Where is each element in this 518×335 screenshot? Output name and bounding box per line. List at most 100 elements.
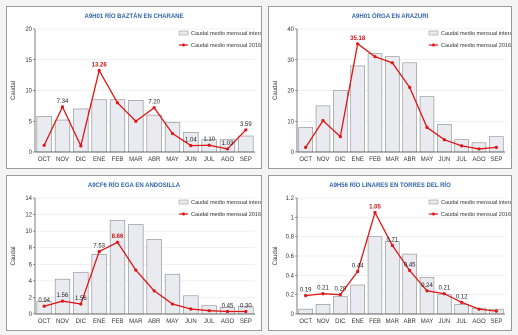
legend-label-line: Caudal medio mensual 2016/17 xyxy=(191,43,261,49)
line-point-feb xyxy=(373,55,377,59)
chart-svg-arga: A9H01 ÓRGA EN ARAZURI Caudal 0 10 20 30 40 35.1… xyxy=(273,12,511,163)
chart-panel-ega: A9CF6 RÍO EGA EN ANDOSILLA Caudal 0 2 4 6 8 10 1… xyxy=(6,175,262,331)
line-point-may xyxy=(425,289,429,293)
bar-dic xyxy=(73,272,89,315)
bar-abr xyxy=(146,114,162,153)
chart-title: A9H56 RÍO LINARES EN TORRES DEL RÍO xyxy=(329,181,451,189)
chart-title: A9H01 RÍO BAZTÁN EN CHARANE xyxy=(84,12,183,20)
x-tick-label: JUN xyxy=(185,157,197,163)
line-point-dic xyxy=(79,302,83,306)
line-point-ene xyxy=(356,42,360,46)
y-tick-label: 30 xyxy=(287,58,294,64)
data-label-jun: 1.04 xyxy=(185,138,197,144)
x-tick-label: DIC xyxy=(76,157,87,163)
y-tick-label: 20 xyxy=(25,27,32,33)
bar-ene xyxy=(350,284,365,315)
line-point-jul xyxy=(207,309,211,313)
x-tick-label: JUL xyxy=(204,157,215,163)
line-point-jun xyxy=(189,144,193,148)
bar-ene xyxy=(91,254,107,315)
x-tick-label: FEB xyxy=(369,157,381,163)
data-label-jun: 0.21 xyxy=(438,286,450,292)
line-point-abr xyxy=(408,85,412,90)
x-tick-label: JUN xyxy=(185,319,197,325)
x-tick-label: OCT xyxy=(38,319,51,325)
data-label-may: 0.24 xyxy=(421,283,433,289)
line-point-ago xyxy=(477,307,481,311)
legend-label-bars: Caudal medio mensual interanual xyxy=(441,200,511,206)
y-axis-label: Caudal xyxy=(11,81,17,100)
data-label-jul: 0.12 xyxy=(456,294,468,300)
legend-label-line: Caudal medio mensual 2016/17 xyxy=(191,212,261,218)
line-point-ago xyxy=(477,147,481,151)
y-tick-label: 0 xyxy=(291,312,295,318)
data-label-sep: 0.30 xyxy=(240,304,252,310)
bar-jul xyxy=(454,304,469,315)
bar-nov xyxy=(54,119,71,153)
line-point-oct xyxy=(42,143,46,147)
bar-sep xyxy=(238,135,254,153)
line-point-oct xyxy=(42,304,46,308)
x-tick-label: NOV xyxy=(316,319,329,325)
chart-svg-baztan: A9H01 RÍO BAZTÁN EN CHARANE Caudal 0 5 10 15 2… xyxy=(11,12,261,163)
x-tick-label: DIC xyxy=(335,157,346,163)
x-tick-label: DIC xyxy=(76,319,87,325)
y-axis-label: Caudal xyxy=(11,246,17,265)
x-tick-label: NOV xyxy=(56,157,69,163)
x-tick-label: OCT xyxy=(38,157,51,163)
line-point-jun xyxy=(442,138,446,142)
data-label-feb: 1.05 xyxy=(369,205,381,211)
line-point-dic xyxy=(338,135,342,139)
y-tick-label: 0 xyxy=(29,312,33,318)
line-point-jul xyxy=(207,143,211,147)
x-tick-label: MAY xyxy=(421,319,434,325)
legend-swatch-marker xyxy=(182,212,185,216)
y-tick-label: 2 xyxy=(29,295,33,301)
x-tick-label: ABR xyxy=(403,319,416,325)
series-line-2016-17 xyxy=(305,210,497,312)
y-tick-label: 4 xyxy=(29,279,33,285)
bar-abr xyxy=(402,62,417,153)
line-point-sep xyxy=(494,145,498,149)
y-tick-label: 0 xyxy=(29,150,33,156)
bar-may xyxy=(419,96,435,153)
line-point-jul xyxy=(460,300,464,304)
x-tick-label: SEP xyxy=(490,157,502,163)
line-point-nov xyxy=(60,299,65,303)
chart-svg-linares: A9H56 RÍO LINARES EN TORRES DEL RÍO Cauda… xyxy=(273,181,511,325)
bar-dic xyxy=(333,296,348,315)
data-label-feb: 8.66 xyxy=(112,234,124,240)
data-label-oct: 0.19 xyxy=(300,288,312,294)
legend-swatch-marker xyxy=(432,43,435,47)
data-label-ene: 7.53 xyxy=(93,244,105,250)
line-point-feb xyxy=(373,210,377,215)
data-label-ene: 0.44 xyxy=(352,263,364,269)
chart-panel-linares: A9H56 RÍO LINARES EN TORRES DEL RÍO Cauda… xyxy=(268,175,512,331)
y-tick-label: 8 xyxy=(29,246,33,252)
data-label-mar: 0.71 xyxy=(386,237,398,243)
x-tick-label: AGO xyxy=(472,319,486,325)
legend-label-bars: Caudal medio mensual interanual xyxy=(191,31,261,37)
legend-label-line: Caudal medio mensual 2016/17 xyxy=(441,43,511,49)
x-tick-label: FEB xyxy=(112,157,124,163)
legend-swatch-bars xyxy=(178,199,189,205)
legend-swatch-bars xyxy=(428,30,439,36)
x-tick-label: OCT xyxy=(299,319,312,325)
legend-swatch-marker xyxy=(432,212,435,216)
x-tick-label: AGO xyxy=(221,319,235,325)
line-point-may xyxy=(170,131,175,136)
x-tick-label: AGO xyxy=(221,157,235,163)
x-tick-label: MAY xyxy=(421,157,434,163)
legend-swatch-marker xyxy=(182,43,185,47)
data-label-oct: 0.94 xyxy=(38,298,50,304)
line-point-jul xyxy=(460,144,464,148)
chart-title: A9CF6 RÍO EGA EN ANDOSILLA xyxy=(88,181,181,189)
chart-svg-ega: A9CF6 RÍO EGA EN ANDOSILLA Caudal 0 2 4 6 8 10 1… xyxy=(11,181,261,325)
y-tick-label: 0 xyxy=(291,150,295,156)
series-line-2016-17 xyxy=(305,42,497,150)
series-line-2016-17 xyxy=(43,241,246,313)
data-label-ene: 13.26 xyxy=(92,62,108,68)
line-point-sep xyxy=(244,309,248,314)
y-tick-label: 0.6 xyxy=(286,254,295,260)
data-label-ene: 35.18 xyxy=(350,36,366,42)
